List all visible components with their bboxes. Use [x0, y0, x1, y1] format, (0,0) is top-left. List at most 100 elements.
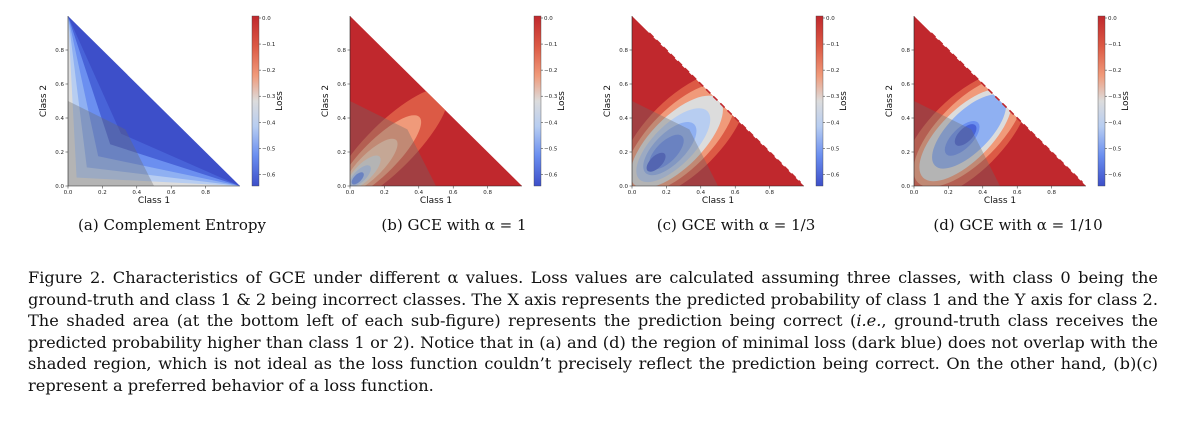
plot-b: 0.0 0.2 0.4 0.6 0.8 0.0 0.2 0.4 0.6 0.8 Class 1 Cla…	[321, 15, 567, 206]
colorbar-tick-label: −0.1	[262, 42, 275, 48]
subfigure-d: 0.0 0.2 0.4 0.6 0.8 0.0 0.2 0.4 0.6 0.8 Class 1 Cla…	[866, 8, 1146, 206]
caption-ie: i.e.	[856, 311, 882, 331]
colorbar-tick-label: 0.0	[262, 16, 271, 22]
y-tick-label: 0.4	[55, 116, 64, 122]
colorbar-tick-label: −0.1	[1108, 42, 1121, 48]
x-tick-label: 0.0	[910, 190, 919, 196]
subcaption-d-label: (d)	[933, 216, 955, 234]
loss-fan-right-4	[68, 177, 240, 186]
x-axis-label: Class 1	[984, 196, 1016, 206]
correct-region-shade	[350, 101, 436, 186]
x-tick-label: 0.6	[449, 190, 458, 196]
colorbar-tick-label: −0.5	[826, 146, 840, 152]
y-tick-label: 0.6	[619, 82, 628, 88]
subcaption-d: (d) GCE with α = 1/10	[878, 216, 1158, 234]
colorbar-label: Loss	[275, 91, 285, 111]
x-tick-label: 0.0	[628, 190, 637, 196]
caption-body-1: Loss values are calculated assuming thre…	[28, 268, 1158, 331]
y-axis-label: Class 2	[321, 85, 331, 117]
subcaption-d-text: GCE with α = 1/10	[959, 216, 1103, 234]
colorbar-tick-label: −0.1	[826, 42, 839, 48]
x-tick-label: 0.0	[346, 190, 355, 196]
x-tick-label: 0.2	[380, 190, 389, 196]
colorbar-tick-label: −0.4	[262, 120, 276, 126]
colorbar	[533, 15, 542, 187]
subfigure-a: 0.0 0.2 0.4 0.6 0.8 0.0 0.2 0.4 0.6 0.8 Class 1 Cla…	[20, 8, 300, 206]
loss-fan-top-4	[68, 16, 78, 186]
loss-boundary-dashes	[648, 32, 802, 184]
subfigure-c: 0.0 0.2 0.4 0.6 0.8 0.0 0.2 0.4 0.6 0.8 Class 1 Cla…	[584, 8, 864, 206]
colorbar	[251, 15, 260, 187]
correct-region-shade	[68, 101, 154, 186]
colorbar-label: Loss	[1121, 91, 1131, 111]
y-tick-label: 0.0	[619, 184, 628, 190]
x-tick-label: 0.4	[132, 190, 141, 196]
colorbar-tick-label: −0.3	[262, 94, 276, 100]
x-tick-label: 0.6	[731, 190, 740, 196]
x-tick-label: 0.2	[98, 190, 107, 196]
x-tick-label: 0.8	[1047, 190, 1056, 196]
y-tick-label: 0.6	[55, 82, 64, 88]
subcaption-c: (c) GCE with α = 1/3	[596, 216, 876, 234]
x-tick-label: 0.6	[1013, 190, 1022, 196]
loss-band-6	[351, 172, 364, 185]
plot-c: 0.0 0.2 0.4 0.6 0.8 0.0 0.2 0.4 0.6 0.8 Class 1 Cla…	[603, 15, 849, 206]
subcaption-a-text: Complement Entropy	[103, 216, 266, 234]
y-tick-label: 0.0	[901, 184, 910, 190]
plot-d: 0.0 0.2 0.4 0.6 0.8 0.0 0.2 0.4 0.6 0.8 Class 1 Cla…	[885, 15, 1131, 206]
y-axis-label: Class 2	[885, 85, 895, 117]
colorbar-tick-label: −0.2	[826, 68, 839, 74]
x-tick-label: 0.0	[64, 190, 73, 196]
colorbar-tick-label: 0.0	[1108, 16, 1117, 22]
colorbar-tick-label: −0.6	[826, 172, 840, 178]
subfigure-b: 0.0 0.2 0.4 0.6 0.8 0.0 0.2 0.4 0.6 0.8 Class 1 Cla…	[302, 8, 582, 206]
x-tick-label: 0.8	[483, 190, 492, 196]
colorbar-tick-label: −0.1	[544, 42, 557, 48]
correct-region-shade	[632, 101, 718, 186]
y-tick-label: 0.4	[337, 116, 346, 122]
colorbar-tick-label: −0.2	[262, 68, 275, 74]
y-tick-label: 0.0	[337, 184, 346, 190]
colorbar-tick-label: −0.3	[826, 94, 840, 100]
colorbar-tick-label: −0.3	[544, 94, 558, 100]
y-tick-label: 0.4	[901, 116, 910, 122]
y-axis-label: Class 2	[603, 85, 613, 117]
x-tick-label: 0.2	[944, 190, 953, 196]
loss-band-7	[646, 152, 666, 172]
loss-band-7	[954, 124, 977, 146]
y-tick-label: 0.8	[901, 48, 910, 54]
plot-a: 0.0 0.2 0.4 0.6 0.8 0.0 0.2 0.4 0.6 0.8 Class 1 Cla…	[39, 15, 285, 206]
loss-boundary-dashes	[930, 32, 1084, 184]
figure-caption: Figure 2. Characteristics of GCE under d…	[28, 267, 1158, 397]
colorbar-tick-label: −0.5	[1108, 146, 1122, 152]
y-tick-label: 0.2	[619, 150, 628, 156]
x-axis-label: Class 1	[138, 196, 170, 206]
colorbar	[1097, 15, 1106, 187]
x-tick-label: 0.8	[765, 190, 774, 196]
colorbar-tick-label: −0.4	[1108, 120, 1122, 126]
subcaption-b-label: (b)	[381, 216, 403, 234]
y-tick-label: 0.6	[337, 82, 346, 88]
y-tick-label: 0.8	[55, 48, 64, 54]
y-tick-label: 0.2	[901, 150, 910, 156]
colorbar	[815, 15, 824, 187]
colorbar-tick-label: −0.6	[544, 172, 558, 178]
subcaption-b: (b) GCE with α = 1	[314, 216, 594, 234]
correct-region-shade	[914, 101, 1000, 186]
caption-intro: Figure 2. Characteristics of GCE under d…	[28, 268, 524, 287]
x-axis-label: Class 1	[702, 196, 734, 206]
y-tick-label: 0.0	[55, 184, 64, 190]
colorbar-tick-label: −0.6	[1108, 172, 1122, 178]
y-tick-label: 0.8	[337, 48, 346, 54]
y-axis-label: Class 2	[39, 85, 49, 117]
colorbar-tick-label: 0.0	[826, 16, 835, 22]
subcaption-a: (a) Complement Entropy	[32, 216, 312, 234]
colorbar-label: Loss	[557, 91, 567, 111]
colorbar-tick-label: −0.2	[544, 68, 557, 74]
y-tick-label: 0.4	[619, 116, 628, 122]
y-tick-label: 0.2	[55, 150, 64, 156]
colorbar-tick-label: −0.2	[1108, 68, 1121, 74]
x-tick-label: 0.4	[696, 190, 705, 196]
subcaption-b-text: GCE with α = 1	[407, 216, 527, 234]
x-tick-label: 0.4	[414, 190, 423, 196]
